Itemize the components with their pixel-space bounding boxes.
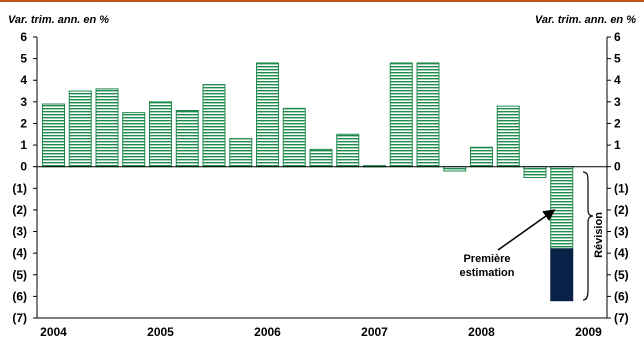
y-tick-label-right: 3 bbox=[614, 95, 621, 109]
y-tick-label-left: (1) bbox=[12, 181, 27, 195]
y-tick-label-right: 5 bbox=[614, 52, 621, 66]
y-tick-label-left: 5 bbox=[20, 52, 27, 66]
y-axis-title-left: Var. trim. ann. en % bbox=[8, 14, 109, 26]
x-tick-label-2005: 2005 bbox=[147, 325, 174, 339]
y-tick-label-left: (7) bbox=[12, 311, 27, 325]
bar-2008Q1 bbox=[470, 146, 493, 168]
y-tick-label-left: 0 bbox=[20, 160, 27, 174]
y-tick-label-right: (1) bbox=[614, 181, 629, 195]
x-tick-label-2004: 2004 bbox=[40, 325, 67, 339]
y-tick-label-right: 4 bbox=[614, 73, 621, 87]
x-tick-label-2008: 2008 bbox=[468, 325, 495, 339]
bar-2005Q3 bbox=[202, 84, 226, 168]
first-estimate-arrow bbox=[497, 209, 556, 251]
y-tick-label-right: (2) bbox=[614, 203, 629, 217]
y-tick-label-right: 2 bbox=[614, 116, 621, 130]
bar-2004Q3 bbox=[95, 88, 119, 168]
bar-2008Q2 bbox=[496, 105, 520, 168]
x-tick-label-2007: 2007 bbox=[361, 325, 388, 339]
y-tick-label-left: 2 bbox=[20, 116, 27, 130]
header-rule bbox=[0, 0, 644, 2]
y-axis-title-right: Var. trim. ann. en % bbox=[535, 14, 636, 26]
revision-label: Révision bbox=[593, 212, 605, 258]
y-tick-label-right: (4) bbox=[614, 246, 629, 260]
bar-2006Q4 bbox=[336, 133, 360, 168]
bar-2004Q4 bbox=[122, 112, 146, 168]
bar-2006Q1 bbox=[256, 62, 279, 168]
bar-2008Q4 bbox=[550, 166, 574, 250]
y-tick-label-right: (5) bbox=[614, 268, 629, 282]
y-tick-label-left: 6 bbox=[20, 30, 27, 44]
bar-2004Q1 bbox=[42, 103, 65, 168]
bar-2005Q4 bbox=[229, 138, 253, 168]
bar-2007Q2 bbox=[389, 62, 413, 168]
first-estimate-label-line2: estimation bbox=[459, 267, 514, 279]
first-estimate-label-line1: Première bbox=[463, 253, 510, 265]
bar-2006Q2 bbox=[282, 107, 306, 168]
revision-bar-2008Q4 bbox=[550, 248, 574, 302]
y-tick-label-left: (5) bbox=[12, 268, 27, 282]
y-tick-label-left: (3) bbox=[12, 225, 27, 239]
revision-brace bbox=[582, 171, 594, 301]
y-tick-label-right: (3) bbox=[614, 225, 629, 239]
bar-2005Q1 bbox=[149, 101, 172, 168]
y-tick-label-right: 1 bbox=[614, 138, 621, 152]
bar-2006Q3 bbox=[309, 148, 333, 168]
y-tick-label-left: (6) bbox=[12, 289, 27, 303]
y-tick-label-left: 4 bbox=[20, 73, 27, 87]
y-tick-label-left: 1 bbox=[20, 138, 27, 152]
y-tick-label-right: (7) bbox=[614, 311, 629, 325]
bar-2004Q2 bbox=[68, 90, 92, 168]
bar-2007Q3 bbox=[416, 62, 440, 168]
bar-2005Q2 bbox=[175, 109, 199, 168]
y-tick-label-right: (6) bbox=[614, 289, 629, 303]
x-tick-label-2009: 2009 bbox=[575, 325, 602, 339]
y-tick-label-left: (2) bbox=[12, 203, 27, 217]
x-tick-label-2006: 2006 bbox=[254, 325, 281, 339]
bar-2007Q4 bbox=[443, 166, 467, 172]
y-tick-label-left: (4) bbox=[12, 246, 27, 260]
bar-2008Q3 bbox=[523, 166, 547, 178]
y-tick-label-right: 0 bbox=[614, 160, 621, 174]
y-tick-label-right: 6 bbox=[614, 30, 621, 44]
y-tick-label-left: 3 bbox=[20, 95, 27, 109]
